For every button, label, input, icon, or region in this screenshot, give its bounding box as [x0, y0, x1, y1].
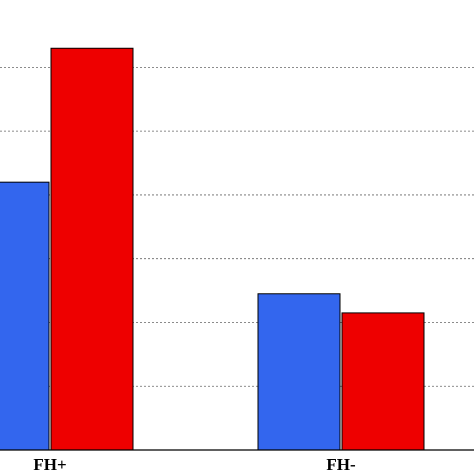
- x-tick-label: FH+: [33, 455, 66, 474]
- x-tick-label: FH-: [326, 455, 356, 474]
- bar: [50, 47, 134, 451]
- bar: [0, 181, 50, 451]
- gridlines: [0, 66, 474, 387]
- bars: [0, 47, 425, 451]
- bar: [341, 312, 425, 451]
- bar: [257, 293, 341, 451]
